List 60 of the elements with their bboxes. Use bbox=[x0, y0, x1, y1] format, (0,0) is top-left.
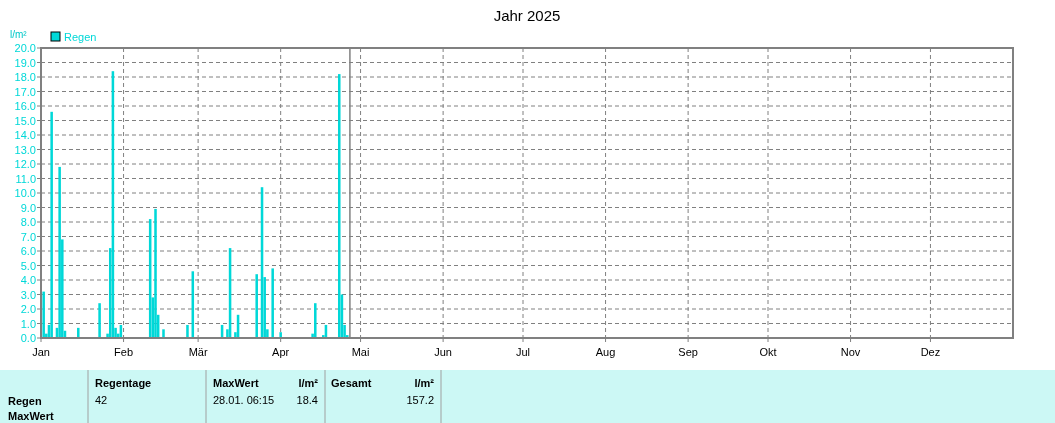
text: MaxWert bbox=[8, 410, 54, 422]
y-tick-label: 8.0 bbox=[20, 216, 36, 228]
bar bbox=[50, 111, 53, 338]
x-tick-label: Apr bbox=[272, 346, 290, 358]
bar bbox=[337, 74, 341, 338]
text: 28.01. 06:15 bbox=[213, 394, 275, 406]
text: l/m² bbox=[298, 377, 319, 389]
bar bbox=[98, 303, 101, 338]
x-tick-label: Jul bbox=[515, 346, 531, 358]
y-tick-label: 2.0 bbox=[20, 303, 36, 315]
bar bbox=[255, 274, 258, 338]
text: Regen bbox=[8, 395, 42, 407]
y-tick-label: 12.0 bbox=[14, 158, 36, 170]
x-tick-label: Mär bbox=[188, 346, 208, 358]
y-tick-label: 10.0 bbox=[14, 187, 36, 199]
x-tick-label: Aug bbox=[595, 346, 616, 358]
y-tick-label: 3.0 bbox=[20, 288, 36, 301]
y-tick-label: 6.0 bbox=[20, 245, 36, 257]
y-tick-label: 19.0 bbox=[14, 56, 36, 69]
x-tick-label: Nov bbox=[840, 346, 861, 358]
chart-title: Jahr 2025 bbox=[493, 7, 561, 24]
x-tick-label: Okt bbox=[759, 346, 777, 358]
y-axis-title: l/m² bbox=[10, 29, 28, 40]
y-tick-label: 14.0 bbox=[14, 129, 36, 141]
x-tick-label: Dez bbox=[920, 346, 941, 358]
y-tick-label: 20.0 bbox=[14, 42, 36, 54]
text: Gesamt bbox=[331, 377, 372, 389]
y-tick-label: 0.0 bbox=[20, 332, 36, 344]
bar bbox=[279, 332, 282, 338]
y-tick-label: 16.0 bbox=[14, 100, 36, 112]
y-tick-label: 18.0 bbox=[14, 71, 36, 83]
bar bbox=[314, 303, 317, 338]
text: MaxWert bbox=[213, 377, 259, 389]
text: Regentage bbox=[95, 377, 152, 389]
y-tick-label: 11.0 bbox=[15, 172, 36, 185]
y-tick-label: 13.0 bbox=[14, 143, 36, 156]
y-tick-label: 1.0 bbox=[20, 317, 36, 330]
y-tick-label: 17.0 bbox=[14, 85, 36, 98]
text: 42 bbox=[95, 394, 108, 406]
bar bbox=[154, 208, 157, 338]
x-tick-label: Mai bbox=[351, 346, 370, 358]
bar bbox=[271, 268, 274, 338]
x-tick-label: Sep bbox=[678, 346, 698, 358]
y-tick-label: 7.0 bbox=[20, 230, 36, 243]
x-tick-label: Jan bbox=[32, 346, 50, 358]
legend-label: Regen bbox=[64, 31, 97, 43]
bar bbox=[58, 166, 61, 338]
bar bbox=[186, 324, 189, 338]
y-tick-label: 15.0 bbox=[14, 114, 36, 127]
y-tick-label: 9.0 bbox=[20, 201, 36, 214]
bar bbox=[162, 329, 165, 338]
bar bbox=[42, 291, 45, 338]
x-tick-label: Feb bbox=[114, 346, 134, 358]
x-tick-label: Jun bbox=[434, 346, 452, 358]
y-tick-label: 4.0 bbox=[20, 274, 36, 286]
text: l/m² bbox=[414, 377, 435, 389]
y-tick-label: 5.0 bbox=[20, 259, 36, 272]
text: 18.4 bbox=[296, 394, 318, 406]
bar bbox=[77, 327, 80, 338]
text: 157.2 bbox=[406, 394, 434, 406]
